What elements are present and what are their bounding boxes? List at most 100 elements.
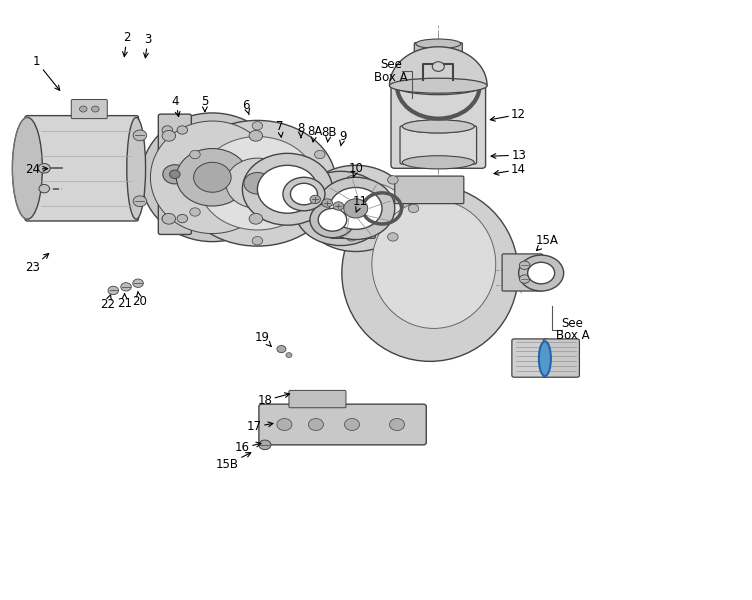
Text: 8A: 8A (307, 125, 322, 142)
Circle shape (162, 126, 173, 134)
FancyBboxPatch shape (159, 114, 191, 235)
Text: 8B: 8B (321, 126, 336, 142)
Ellipse shape (12, 118, 42, 219)
FancyBboxPatch shape (502, 254, 543, 291)
Ellipse shape (342, 185, 518, 361)
Text: 3: 3 (144, 33, 151, 58)
Circle shape (176, 149, 248, 206)
Circle shape (163, 165, 186, 184)
Circle shape (177, 214, 187, 223)
Text: 6: 6 (242, 99, 250, 115)
Text: 8: 8 (297, 122, 305, 137)
Circle shape (277, 419, 292, 430)
FancyBboxPatch shape (25, 116, 138, 221)
Circle shape (162, 130, 176, 141)
Circle shape (108, 286, 119, 295)
Circle shape (121, 283, 132, 291)
Circle shape (39, 184, 50, 193)
Text: 15A: 15A (535, 233, 559, 251)
Circle shape (432, 62, 444, 71)
Text: 7: 7 (276, 120, 284, 137)
Circle shape (252, 236, 262, 245)
Text: 5: 5 (202, 95, 208, 112)
Text: 13: 13 (491, 149, 526, 161)
Text: 4: 4 (172, 95, 180, 116)
Ellipse shape (402, 120, 474, 133)
Circle shape (162, 214, 176, 224)
Circle shape (283, 177, 325, 211)
Circle shape (38, 164, 50, 173)
Ellipse shape (539, 341, 551, 376)
Circle shape (244, 172, 271, 194)
FancyBboxPatch shape (259, 404, 426, 445)
Text: 20: 20 (132, 292, 147, 308)
Text: See: See (562, 317, 584, 331)
Circle shape (387, 176, 398, 184)
FancyBboxPatch shape (391, 85, 486, 169)
Circle shape (387, 233, 398, 241)
FancyBboxPatch shape (289, 391, 346, 408)
Circle shape (344, 199, 368, 218)
Circle shape (190, 151, 200, 159)
FancyBboxPatch shape (331, 201, 375, 238)
Circle shape (252, 122, 262, 130)
Circle shape (302, 166, 410, 251)
Ellipse shape (127, 118, 146, 219)
Circle shape (520, 261, 530, 269)
Ellipse shape (150, 121, 274, 233)
Text: 2: 2 (123, 31, 131, 56)
Ellipse shape (395, 77, 482, 95)
Circle shape (193, 163, 231, 192)
Text: 19: 19 (254, 331, 271, 347)
Text: 18: 18 (257, 393, 290, 407)
Circle shape (347, 233, 357, 241)
Circle shape (528, 262, 555, 284)
Circle shape (92, 106, 99, 112)
FancyBboxPatch shape (400, 126, 477, 164)
Circle shape (314, 151, 325, 159)
Circle shape (162, 214, 173, 223)
Circle shape (257, 166, 317, 213)
Wedge shape (390, 47, 487, 86)
FancyBboxPatch shape (71, 100, 108, 119)
Text: See: See (380, 58, 402, 71)
Text: 1: 1 (33, 55, 59, 91)
Circle shape (226, 158, 289, 208)
Circle shape (199, 137, 316, 230)
Circle shape (329, 187, 382, 229)
Text: 17: 17 (247, 421, 273, 433)
FancyBboxPatch shape (395, 176, 464, 203)
Text: Box A: Box A (556, 329, 590, 343)
Circle shape (322, 199, 332, 207)
Ellipse shape (402, 120, 475, 133)
Circle shape (133, 279, 144, 287)
Text: 22: 22 (100, 295, 115, 311)
Circle shape (286, 353, 292, 358)
Text: 24: 24 (25, 163, 47, 176)
Circle shape (190, 208, 200, 216)
Circle shape (80, 106, 87, 112)
Circle shape (170, 170, 180, 178)
Text: 14: 14 (494, 163, 526, 176)
Text: Box A: Box A (374, 71, 408, 84)
Ellipse shape (372, 200, 496, 328)
Circle shape (249, 130, 262, 141)
Ellipse shape (416, 39, 461, 49)
Text: 21: 21 (117, 294, 132, 310)
Circle shape (259, 440, 271, 449)
Circle shape (310, 195, 320, 203)
Circle shape (326, 204, 336, 212)
Circle shape (318, 208, 347, 231)
Circle shape (314, 208, 325, 216)
Circle shape (390, 419, 405, 430)
Text: 16: 16 (235, 442, 261, 454)
Text: 23: 23 (25, 254, 49, 274)
FancyBboxPatch shape (512, 339, 548, 377)
Circle shape (177, 126, 187, 134)
Circle shape (308, 419, 323, 430)
FancyBboxPatch shape (544, 339, 579, 377)
Text: 12: 12 (490, 108, 526, 121)
Circle shape (294, 171, 387, 245)
Ellipse shape (402, 156, 475, 169)
Circle shape (519, 255, 564, 291)
